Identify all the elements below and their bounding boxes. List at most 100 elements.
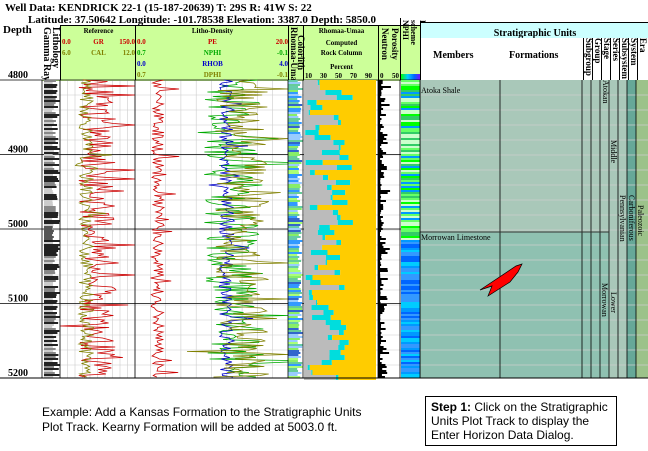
- neutron-bar: [378, 300, 381, 302]
- nphi-color-bar: [401, 334, 420, 336]
- rock-limestone-segment: [339, 285, 345, 290]
- nphi-color-bar: [401, 120, 420, 122]
- neutron-bar: [378, 178, 381, 180]
- rock-sandstone-segment: [352, 95, 376, 100]
- reference-header[interactable]: Reference 0.0 GR 150.0 6.0 CAL 12.0: [60, 25, 136, 80]
- nphi-color-bar: [401, 238, 420, 240]
- nphi-color-bar: [401, 188, 420, 190]
- gamma-ray-bar: [44, 80, 56, 82]
- colorlith-bar: [288, 92, 298, 94]
- nphi-color-bar: [401, 356, 420, 358]
- rock-shale-segment: [304, 260, 326, 265]
- rock-shale-segment: [304, 180, 336, 185]
- depth-label-5000: 5000: [8, 219, 28, 230]
- nphi-color-bar: [401, 318, 420, 320]
- nphi-color-bar: [401, 254, 420, 256]
- gamma-ray-bar: [44, 358, 59, 360]
- nphi-color-bar: [401, 344, 420, 346]
- neutron-bar: [378, 230, 381, 232]
- gamma-ray-bar: [44, 286, 59, 288]
- colorlith-bar: [288, 368, 298, 370]
- era-paleozoic[interactable]: Paleozoic: [636, 205, 645, 237]
- rock-shale-segment: [304, 345, 339, 350]
- nphi-color-bar: [401, 202, 420, 204]
- rock-sandstone-segment: [350, 180, 376, 185]
- gamma-ray-bar: [44, 364, 60, 366]
- rock-limestone-segment: [315, 300, 318, 305]
- litho-density-header[interactable]: Litho-Density 0.0 PE 20.0 0.7 NPHI -0.1 0.0 RHO…: [135, 25, 289, 80]
- gamma-ray-bar: [44, 362, 58, 364]
- lithology-label: Lithology: [50, 27, 61, 69]
- neutron-bar: [378, 372, 388, 374]
- neutron-bar: [378, 176, 385, 178]
- gamma-ray-bar: [44, 354, 59, 356]
- neutron-bar: [378, 110, 382, 112]
- colorlith-bar: [288, 278, 298, 280]
- neutron-bar: [378, 86, 391, 88]
- curve-scale-row: 0.7 NPHI -0.1: [136, 49, 289, 60]
- gamma-ray-bar: [44, 238, 53, 240]
- reference-title: Reference: [83, 27, 114, 35]
- colorlith-bar: [288, 124, 300, 126]
- well-title: Well Data: KENDRICK 22-1 (15-187-20639) …: [5, 2, 312, 14]
- series-middle[interactable]: Middle: [609, 140, 618, 164]
- colorlith-bar: [288, 220, 303, 222]
- rock-limestone-segment: [332, 190, 346, 195]
- neutron-porosity-header[interactable]: Neutron Porosity 0 50: [378, 25, 401, 80]
- rock-sandstone-segment: [318, 265, 376, 270]
- curve-min: 0.7: [137, 71, 146, 79]
- neutron-bar: [378, 246, 384, 248]
- gamma-ray-bar: [44, 144, 53, 146]
- series-lower[interactable]: Lower: [609, 292, 618, 313]
- nphi-color-bar: [401, 276, 420, 278]
- neutron-bar: [378, 174, 384, 176]
- neutron-bar: [378, 128, 381, 130]
- rock-sandstone-segment: [316, 100, 376, 105]
- rock-shale-segment: [304, 185, 328, 190]
- system-carboniferous[interactable]: Carboniferous: [627, 195, 636, 241]
- nphi-color-bar: [401, 184, 420, 186]
- neutron-bar: [378, 294, 381, 296]
- gamma-ray-bar: [44, 288, 56, 290]
- gamma-ray-bar: [44, 176, 57, 178]
- rank-header-subsystem: Subsystem: [619, 38, 630, 80]
- neutron-bar: [378, 312, 383, 314]
- gamma-ray-bar: [44, 252, 57, 254]
- member-morrowan-limestone[interactable]: Morrowan Limestone: [421, 233, 491, 242]
- gamma-ray-bar: [44, 276, 59, 278]
- strat-system-zone: [627, 80, 636, 378]
- gamma-ray-bar: [44, 180, 60, 182]
- gamma-ray-bar: [44, 318, 56, 320]
- neutron-bar: [378, 278, 388, 280]
- rhomaa-umaa-header[interactable]: Rhomaa-Umaa Computed Rock Column Percent…: [303, 25, 379, 80]
- subsystem-pennsylvanian[interactable]: Pennsylvanian: [618, 195, 627, 242]
- colorlith-bar: [288, 256, 300, 258]
- rock-limestone-segment: [315, 125, 320, 130]
- nphi-color-bar: [401, 332, 420, 334]
- neutron-bar: [378, 172, 384, 174]
- rock-limestone-segment: [336, 240, 342, 245]
- gamma-ray-bar: [44, 224, 54, 226]
- colorlith-bar: [288, 316, 298, 318]
- gamma-ray-bar: [44, 326, 53, 328]
- colorlith-bar: [288, 176, 298, 178]
- nphi-color-bar: [401, 234, 420, 236]
- colorlith-bar: [288, 328, 299, 330]
- percent-tick: 30: [320, 72, 327, 80]
- neutron-bar: [378, 264, 382, 266]
- neutron-bar: [378, 304, 387, 306]
- neutron-bar: [378, 208, 384, 210]
- rock-shale-segment: [304, 255, 326, 260]
- stage-morrowan[interactable]: Morrowan: [600, 283, 609, 317]
- rock-limestone-segment: [338, 330, 344, 335]
- colorlith-header[interactable]: Rhomaa-Umaa Colorlith: [288, 25, 306, 86]
- colorlith-bar: [288, 188, 300, 190]
- gamma-ray-bar: [44, 112, 56, 114]
- neutron-bar: [378, 352, 390, 354]
- neutron-bar: [378, 98, 386, 100]
- stage-atokan[interactable]: Atokan: [601, 80, 610, 104]
- member-atoka-shale[interactable]: Atoka Shale: [421, 86, 461, 95]
- nphi-color-bar: [401, 298, 420, 300]
